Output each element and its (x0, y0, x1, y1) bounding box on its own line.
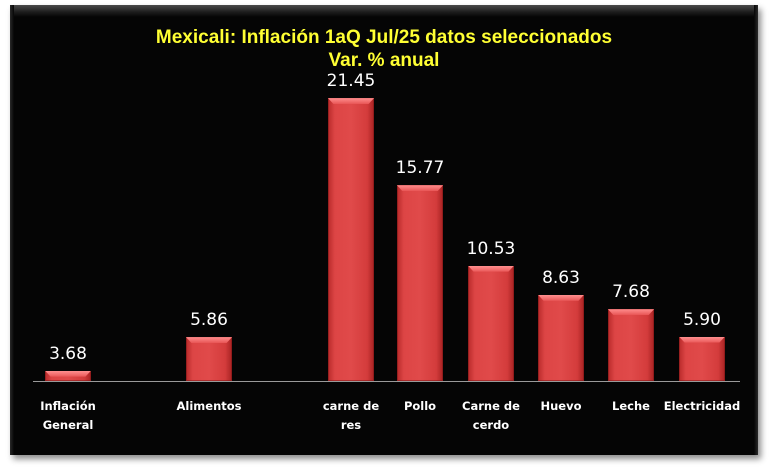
bar (186, 337, 232, 381)
data-label: 5.86 (190, 310, 228, 331)
panel-bevel (10, 5, 758, 17)
bar (679, 336, 725, 381)
x-tick-label-line: Alimentos (176, 399, 242, 413)
chart-title: Mexicali: Inflación 1aQ Jul/25 datos sel… (10, 26, 758, 72)
bar (397, 185, 443, 381)
data-label: 21.45 (326, 71, 376, 92)
chart-title-line1: Mexicali: Inflación 1aQ Jul/25 datos sel… (155, 27, 613, 48)
panel-bevel-left (10, 5, 14, 455)
x-tick-label-line: Inflación (40, 399, 96, 413)
x-tick-label-line: cerdo (472, 418, 510, 432)
data-label: 15.77 (395, 158, 445, 179)
chart-panel: Mexicali: Inflación 1aQ Jul/25 datos sel… (10, 5, 758, 455)
x-tick-label: Huevo (511, 397, 611, 416)
x-tick-label: Inflación General (18, 397, 118, 435)
chart-subtitle: Var. % anual (328, 50, 440, 71)
x-tick-label: Alimentos (159, 397, 259, 416)
x-tick-label: Leche (581, 397, 681, 416)
x-tick-label-line: res (340, 418, 362, 432)
x-tick-label: Pollo (370, 397, 470, 416)
data-label: 10.53 (466, 238, 516, 259)
x-tick-label-line: Carne de (462, 399, 520, 413)
data-label: 7.68 (612, 282, 650, 303)
x-tick-label-line: Leche (612, 399, 650, 413)
bar (45, 370, 91, 381)
bar (328, 98, 374, 381)
data-label: 8.63 (542, 267, 580, 288)
bar (538, 294, 584, 381)
x-tick-label: Electricidad (652, 397, 752, 416)
data-label: 5.90 (683, 309, 721, 330)
x-tick-label-line: General (42, 418, 94, 432)
x-tick-label: Carne de cerdo (441, 397, 541, 435)
x-tick-label-line: Pollo (403, 399, 437, 413)
bar (608, 309, 654, 381)
x-tick-label-line: Electricidad (663, 399, 741, 413)
x-tick-label-line: Huevo (540, 399, 582, 413)
data-label: 3.68 (49, 343, 87, 364)
panel-bevel-right (754, 5, 758, 455)
x-tick-label-line: carne de (322, 399, 380, 413)
x-tick-label: carne de res (301, 397, 401, 435)
x-axis-line (33, 381, 740, 382)
bar (468, 265, 514, 381)
